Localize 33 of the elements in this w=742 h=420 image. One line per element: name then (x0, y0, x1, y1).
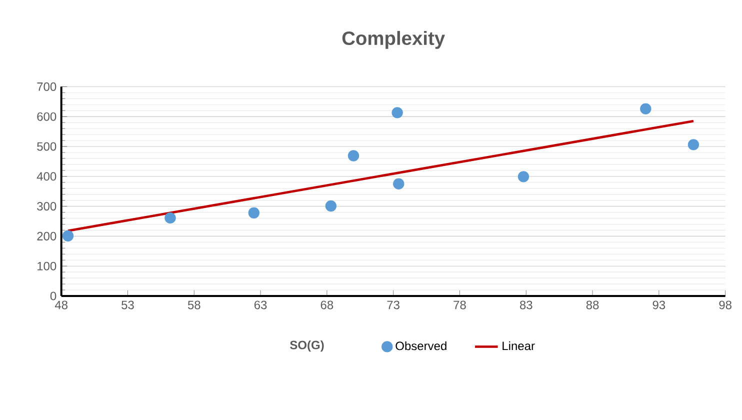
point (393, 178, 404, 190)
x-tick-label: 88 (586, 300, 599, 310)
y-tick-label: 500 (37, 142, 56, 151)
x-tick-label: 98 (719, 300, 732, 310)
point (392, 107, 403, 118)
y-tick-label: 100 (38, 262, 56, 270)
chart-title: Complexity (342, 30, 445, 49)
y-tick-label: 600 (37, 112, 56, 121)
point (518, 171, 530, 182)
y-tick-label: 200 (37, 232, 56, 240)
point (164, 212, 176, 224)
x-tick-label: 73 (387, 300, 400, 310)
legend-label: Linear (502, 341, 535, 350)
x-tick-label: 53 (122, 300, 134, 310)
y-tick-label: 700 (37, 82, 56, 91)
point (688, 139, 700, 150)
y-tick-label: 400 (36, 172, 56, 181)
x-tick-label: 83 (520, 300, 532, 310)
point (348, 150, 360, 162)
x-axis-title: SO(G) (290, 340, 324, 352)
x-tick-label: 58 (188, 300, 200, 310)
point (325, 200, 337, 212)
y-tick-label: 0 (50, 292, 56, 300)
x-tick-label: 48 (54, 300, 68, 310)
x-tick-label: 68 (320, 300, 334, 310)
point (62, 230, 74, 242)
x-tick-label: 63 (254, 300, 267, 310)
y-tick-label: 300 (37, 202, 56, 211)
x-tick-label: 93 (652, 300, 666, 310)
point (640, 103, 652, 114)
x-tick-label: 78 (454, 300, 466, 310)
point (248, 207, 260, 218)
legend-label: Observed (396, 341, 446, 350)
